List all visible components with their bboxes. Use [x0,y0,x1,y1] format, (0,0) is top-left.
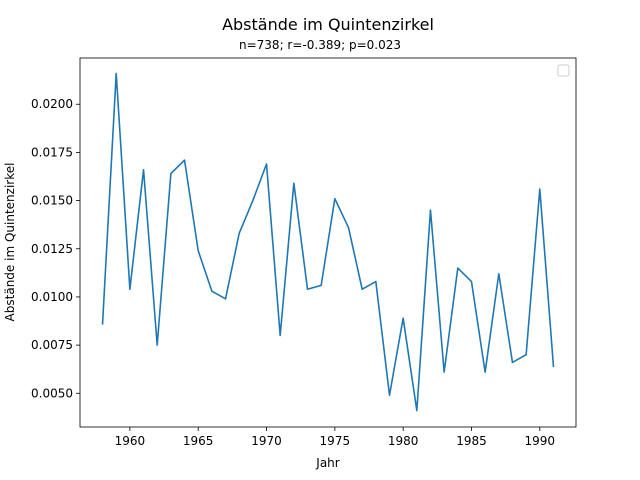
y-tick-label: 0.0075 [31,338,73,352]
x-tick-label: 1990 [525,434,556,448]
y-tick-label: 0.0175 [31,145,73,159]
series-layer [101,72,555,412]
x-tick-label: 1985 [456,434,487,448]
series-line [101,72,555,412]
x-tick-label: 1970 [251,434,282,448]
y-tick-label: 0.0100 [31,290,73,304]
y-axis-ticks: 0.0050 0.0075 0.0100 0.0125 0.0150 0.0175 0.02… [31,97,80,400]
legend-box [557,64,570,77]
y-tick-label: 0.0125 [31,242,73,256]
y-tick-label: 0.0200 [31,97,73,111]
chart-title: Abstände im Quintenzirkel [222,15,434,34]
plot-frame [79,57,577,428]
x-tick-label: 1965 [183,434,214,448]
y-tick-label: 0.0050 [31,386,73,400]
x-axis-label: Jahr [315,456,339,470]
x-tick-label: 1980 [388,434,419,448]
y-tick-label: 0.0150 [31,194,73,208]
x-tick-label: 1975 [320,434,351,448]
x-axis-ticks: 1960 1965 1970 1975 1980 1985 1990 [115,427,555,448]
chart-subtitle: n=738; r=-0.389; p=0.023 [239,38,401,52]
x-tick-label: 1960 [115,434,146,448]
y-axis-label: Abstände im Quintenzirkel [3,163,17,322]
